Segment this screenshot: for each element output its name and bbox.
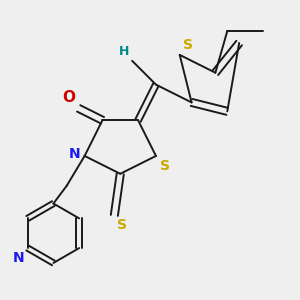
Text: O: O: [63, 90, 76, 105]
Text: S: S: [117, 218, 127, 233]
Text: S: S: [183, 38, 193, 52]
Text: N: N: [13, 251, 25, 265]
Text: S: S: [160, 159, 170, 173]
Text: N: N: [68, 148, 80, 161]
Text: H: H: [119, 45, 129, 58]
